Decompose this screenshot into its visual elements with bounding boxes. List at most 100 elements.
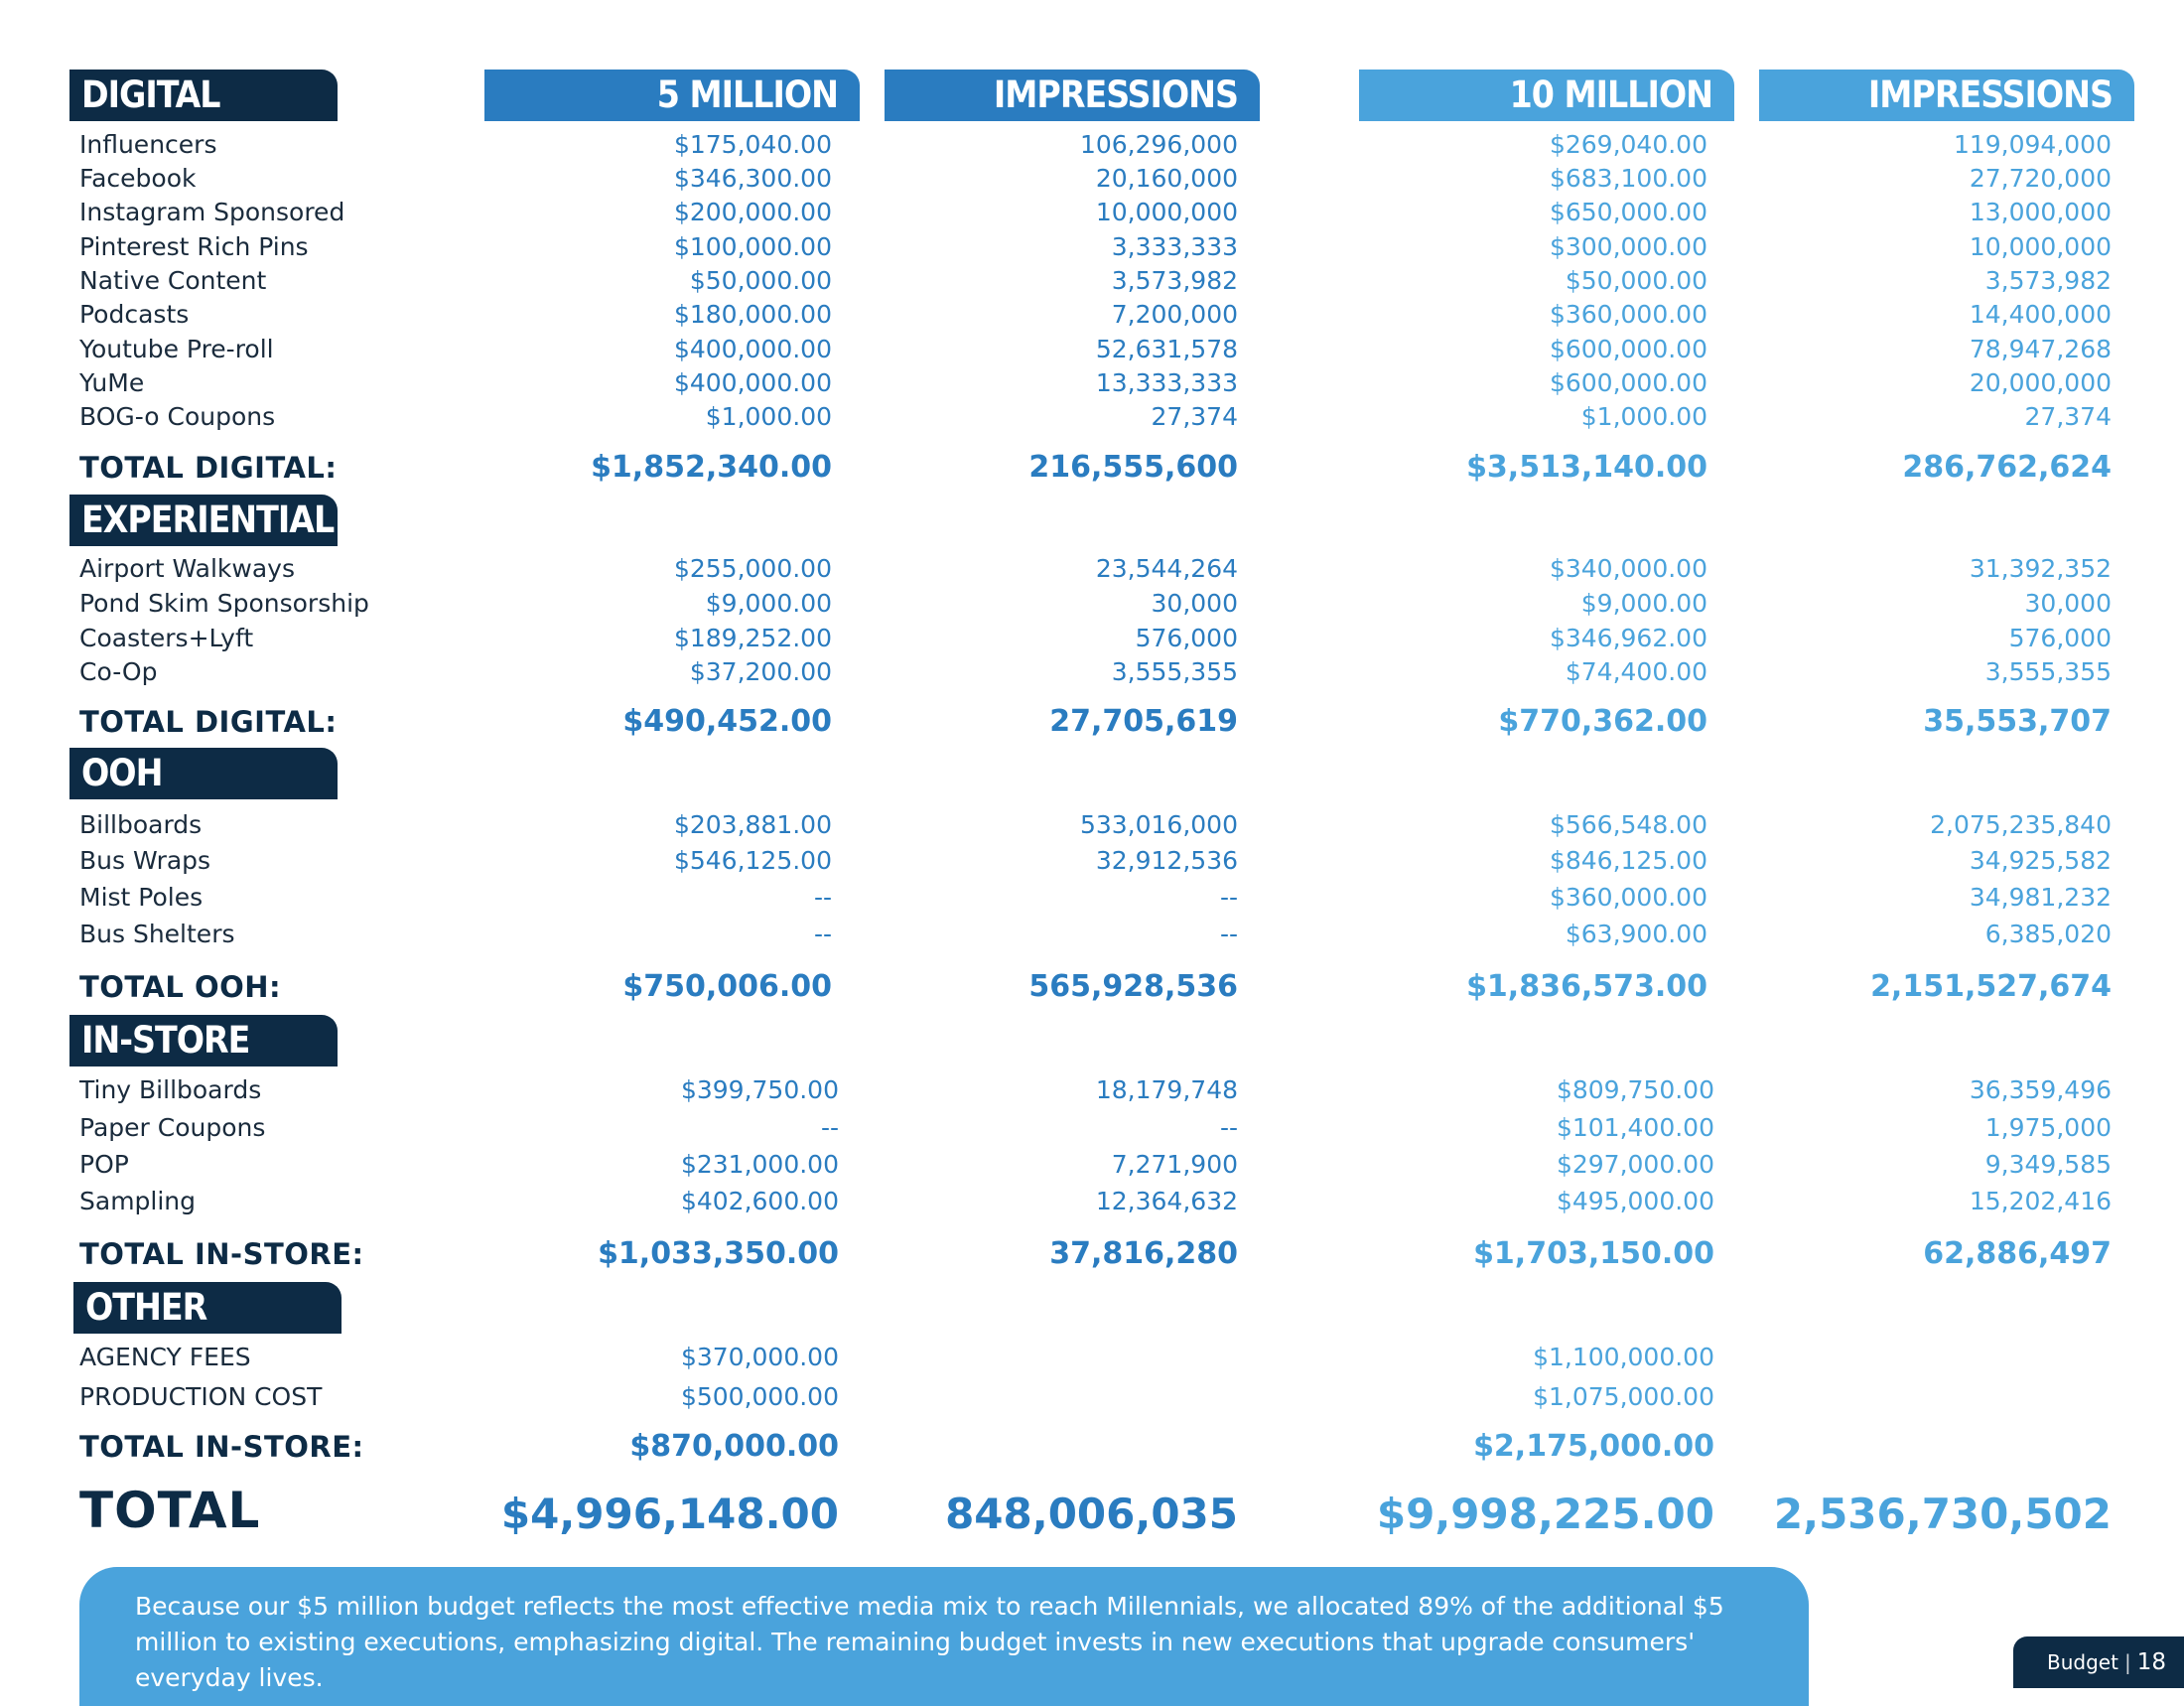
row-label: Pond Skim Sponsorship: [79, 589, 369, 618]
cost-10m: $650,000.00: [1549, 198, 1707, 226]
row-label: Instagram Sponsored: [79, 198, 345, 226]
row-label: POP: [79, 1150, 129, 1179]
grand-total-impressions-5m: 848,006,035: [945, 1490, 1238, 1538]
impressions-10m: 30,000: [2024, 589, 2112, 618]
column-header-5-million: 5 MILLION: [484, 70, 860, 121]
cost-5m: $203,881.00: [673, 810, 832, 839]
impressions-10m: 34,925,582: [1969, 846, 2112, 875]
impressions-5m: 23,544,264: [1095, 554, 1238, 583]
total-cost-10m: $3,513,140.00: [1466, 450, 1707, 485]
impressions-10m: 27,374: [2024, 402, 2112, 431]
cost-10m: $809,750.00: [1556, 1075, 1714, 1104]
cost-10m: $360,000.00: [1549, 300, 1707, 329]
row-label: Facebook: [79, 164, 197, 193]
cost-10m: $74,400.00: [1565, 657, 1707, 686]
impressions-5m: 32,912,536: [1095, 846, 1238, 875]
page-badge: Budget | 18: [2013, 1636, 2184, 1688]
row-label: Bus Wraps: [79, 846, 211, 875]
total-cost-5m: $1,033,350.00: [598, 1236, 839, 1271]
row-label: AGENCY FEES: [79, 1343, 251, 1371]
impressions-10m: 6,385,020: [1984, 920, 2112, 948]
cost-5m: $370,000.00: [680, 1343, 839, 1371]
cost-10m: $269,040.00: [1549, 130, 1707, 159]
row-label: Mist Poles: [79, 883, 204, 912]
row-label: BOG-o Coupons: [79, 402, 276, 431]
summary-note: Because our $5 million budget reflects t…: [79, 1567, 1809, 1706]
cost-5m: $9,000.00: [705, 589, 832, 618]
impressions-5m: 533,016,000: [1079, 810, 1238, 839]
summary-note-text: Because our $5 million budget reflects t…: [135, 1592, 1724, 1692]
cost-10m: $101,400.00: [1556, 1113, 1714, 1142]
impressions-5m: 12,364,632: [1095, 1187, 1238, 1215]
total-cost-5m: $870,000.00: [629, 1429, 839, 1464]
total-label: TOTAL DIGITAL:: [79, 705, 338, 739]
total-cost-10m: $2,175,000.00: [1473, 1429, 1714, 1464]
cost-10m: $9,000.00: [1580, 589, 1707, 618]
total-cost-5m: $1,852,340.00: [591, 450, 832, 485]
impressions-5m: --: [1219, 920, 1238, 948]
impressions-5m: 10,000,000: [1095, 198, 1238, 226]
impressions-5m: 3,333,333: [1111, 232, 1238, 261]
total-impressions-10m: 2,151,527,674: [1870, 969, 2112, 1004]
row-label: Pinterest Rich Pins: [79, 232, 309, 261]
total-impressions-10m: 286,762,624: [1902, 450, 2112, 485]
row-label: Sampling: [79, 1187, 197, 1215]
total-impressions-5m: 216,555,600: [1028, 450, 1238, 485]
cost-5m: $400,000.00: [673, 368, 832, 397]
row-label: Youtube Pre-roll: [79, 335, 274, 363]
cost-10m: $360,000.00: [1549, 883, 1707, 912]
total-impressions-10m: 62,886,497: [1923, 1236, 2112, 1271]
cost-10m: $846,125.00: [1549, 846, 1707, 875]
grand-total-label: TOTAL: [79, 1482, 261, 1539]
impressions-5m: 27,374: [1151, 402, 1238, 431]
impressions-5m: 3,555,355: [1111, 657, 1238, 686]
row-label: Influencers: [79, 130, 217, 159]
cost-5m: $346,300.00: [673, 164, 832, 193]
total-impressions-5m: 37,816,280: [1049, 1236, 1238, 1271]
impressions-5m: 18,179,748: [1095, 1075, 1238, 1104]
total-label: TOTAL OOH:: [79, 970, 282, 1004]
cost-10m: $300,000.00: [1549, 232, 1707, 261]
cost-5m: --: [813, 920, 832, 948]
column-header-impressions-5m: IMPRESSIONS: [885, 70, 1260, 121]
total-cost-5m: $490,452.00: [622, 704, 832, 739]
cost-10m: $600,000.00: [1549, 335, 1707, 363]
total-label: TOTAL IN-STORE:: [79, 1237, 364, 1271]
cost-10m: $683,100.00: [1549, 164, 1707, 193]
impressions-5m: 3,573,982: [1111, 266, 1238, 295]
impressions-10m: 78,947,268: [1969, 335, 2112, 363]
cost-10m: $297,000.00: [1556, 1150, 1714, 1179]
impressions-5m: --: [1219, 883, 1238, 912]
row-label: Tiny Billboards: [79, 1075, 262, 1104]
cost-10m: $1,075,000.00: [1533, 1382, 1714, 1411]
impressions-5m: 576,000: [1135, 624, 1238, 652]
cost-10m: $63,900.00: [1565, 920, 1707, 948]
impressions-10m: 34,981,232: [1969, 883, 2112, 912]
total-impressions-10m: 35,553,707: [1923, 704, 2112, 739]
cost-5m: $100,000.00: [673, 232, 832, 261]
impressions-10m: 3,573,982: [1984, 266, 2112, 295]
grand-total-impressions-10m: 2,536,730,502: [1773, 1490, 2112, 1538]
cost-5m: $189,252.00: [673, 624, 832, 652]
row-label: PRODUCTION COST: [79, 1382, 323, 1411]
cost-5m: $231,000.00: [680, 1150, 839, 1179]
cost-10m: $1,100,000.00: [1533, 1343, 1714, 1371]
cost-10m: $495,000.00: [1556, 1187, 1714, 1215]
cost-5m: --: [813, 883, 832, 912]
row-label: Podcasts: [79, 300, 190, 329]
impressions-5m: 20,160,000: [1095, 164, 1238, 193]
impressions-5m: 13,333,333: [1095, 368, 1238, 397]
cost-5m: $1,000.00: [705, 402, 832, 431]
total-impressions-5m: 27,705,619: [1049, 704, 1238, 739]
cost-5m: --: [820, 1113, 839, 1142]
impressions-10m: 13,000,000: [1969, 198, 2112, 226]
impressions-10m: 576,000: [2008, 624, 2112, 652]
impressions-10m: 20,000,000: [1969, 368, 2112, 397]
total-cost-10m: $1,836,573.00: [1466, 969, 1707, 1004]
column-header-impressions-10m: IMPRESSIONS: [1759, 70, 2134, 121]
total-label: TOTAL DIGITAL:: [79, 451, 338, 485]
row-label: Co-Op: [79, 657, 158, 686]
row-label: YuMe: [79, 368, 145, 397]
cost-5m: $180,000.00: [673, 300, 832, 329]
impressions-5m: 7,200,000: [1111, 300, 1238, 329]
